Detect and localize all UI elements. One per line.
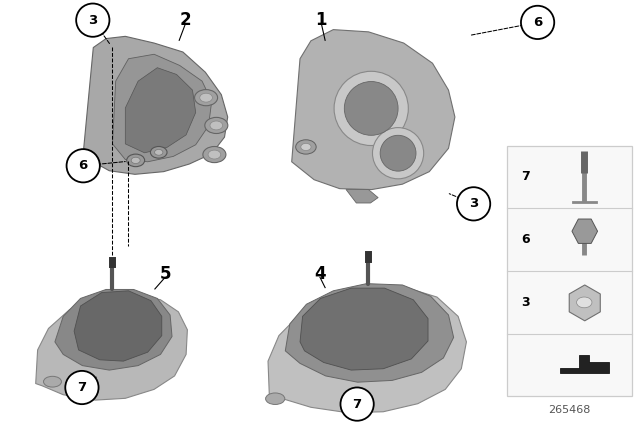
Circle shape: [127, 154, 145, 167]
Text: 7: 7: [353, 397, 362, 411]
Ellipse shape: [344, 82, 398, 135]
Circle shape: [577, 297, 592, 308]
Ellipse shape: [266, 393, 285, 405]
Text: 5: 5: [159, 265, 171, 283]
Text: 3: 3: [522, 296, 530, 309]
Text: 4: 4: [314, 265, 326, 283]
Text: 6: 6: [533, 16, 542, 29]
Ellipse shape: [334, 71, 408, 146]
Circle shape: [200, 93, 212, 102]
Circle shape: [205, 117, 228, 134]
Circle shape: [210, 121, 223, 130]
Text: 3: 3: [88, 13, 97, 27]
Ellipse shape: [372, 128, 424, 179]
Ellipse shape: [67, 149, 100, 182]
Text: 6: 6: [522, 233, 530, 246]
Circle shape: [131, 157, 140, 164]
Ellipse shape: [65, 371, 99, 404]
Ellipse shape: [340, 388, 374, 421]
Text: 1: 1: [316, 11, 327, 29]
Text: 6: 6: [79, 159, 88, 172]
Ellipse shape: [380, 135, 416, 171]
Circle shape: [301, 143, 311, 151]
Text: 7: 7: [77, 381, 86, 394]
Circle shape: [150, 146, 167, 158]
Text: 2: 2: [180, 11, 191, 29]
Text: 7: 7: [521, 170, 530, 184]
Text: 3: 3: [469, 197, 478, 211]
Ellipse shape: [521, 6, 554, 39]
Circle shape: [155, 150, 163, 155]
Ellipse shape: [457, 187, 490, 220]
Circle shape: [208, 150, 221, 159]
Ellipse shape: [76, 4, 109, 37]
Circle shape: [195, 90, 218, 106]
Ellipse shape: [44, 376, 61, 387]
Text: 265468: 265468: [548, 405, 591, 415]
FancyBboxPatch shape: [507, 146, 632, 396]
Circle shape: [296, 140, 316, 154]
Circle shape: [203, 146, 226, 163]
